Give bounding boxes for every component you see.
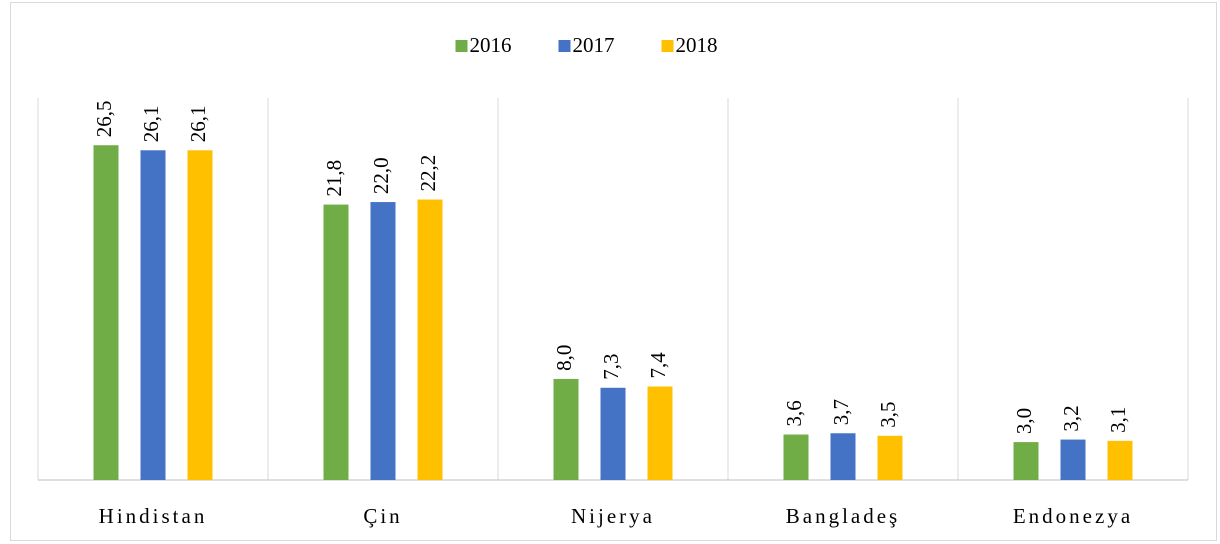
data-label: 3,1 [1106, 407, 1130, 433]
bar [417, 199, 443, 481]
bar [370, 202, 396, 481]
legend-swatch [661, 40, 674, 52]
bar [600, 387, 626, 480]
x-tick-label: Çin [363, 504, 402, 528]
bar [783, 434, 809, 480]
x-tick-label: Nijerya [571, 504, 655, 528]
data-label: 7,4 [646, 352, 670, 379]
x-tick-label: Hindistan [99, 504, 208, 528]
bar [1107, 440, 1133, 480]
legend-label: 2018 [676, 33, 718, 57]
x-tick-label: Bangladeş [786, 504, 900, 528]
bar [140, 150, 166, 480]
data-label: 7,3 [599, 354, 623, 380]
bar [553, 378, 579, 480]
bar [1013, 442, 1039, 480]
data-label: 22,2 [416, 155, 440, 192]
data-label: 21,8 [322, 160, 346, 197]
legend-label: 2017 [573, 33, 615, 57]
legend-swatch [455, 40, 468, 52]
data-label: 3,2 [1059, 405, 1083, 431]
legend-label: 2016 [470, 33, 512, 57]
data-label: 3,0 [1012, 408, 1036, 434]
x-tick-label: Endonezya [1013, 504, 1133, 528]
bar [93, 145, 119, 480]
bar [1060, 439, 1086, 480]
bar [877, 435, 903, 480]
data-label: 3,5 [876, 402, 900, 428]
bar [323, 204, 349, 481]
data-label: 22,0 [369, 157, 393, 194]
data-label: 26,5 [92, 100, 116, 137]
bar [187, 150, 213, 480]
bar [830, 433, 856, 480]
data-label: 8,0 [552, 345, 576, 371]
legend-swatch [558, 40, 571, 52]
data-label: 3,6 [782, 400, 806, 426]
bar [647, 386, 673, 480]
data-label: 3,7 [829, 399, 853, 425]
data-label: 26,1 [186, 106, 210, 143]
data-label: 26,1 [139, 106, 163, 143]
